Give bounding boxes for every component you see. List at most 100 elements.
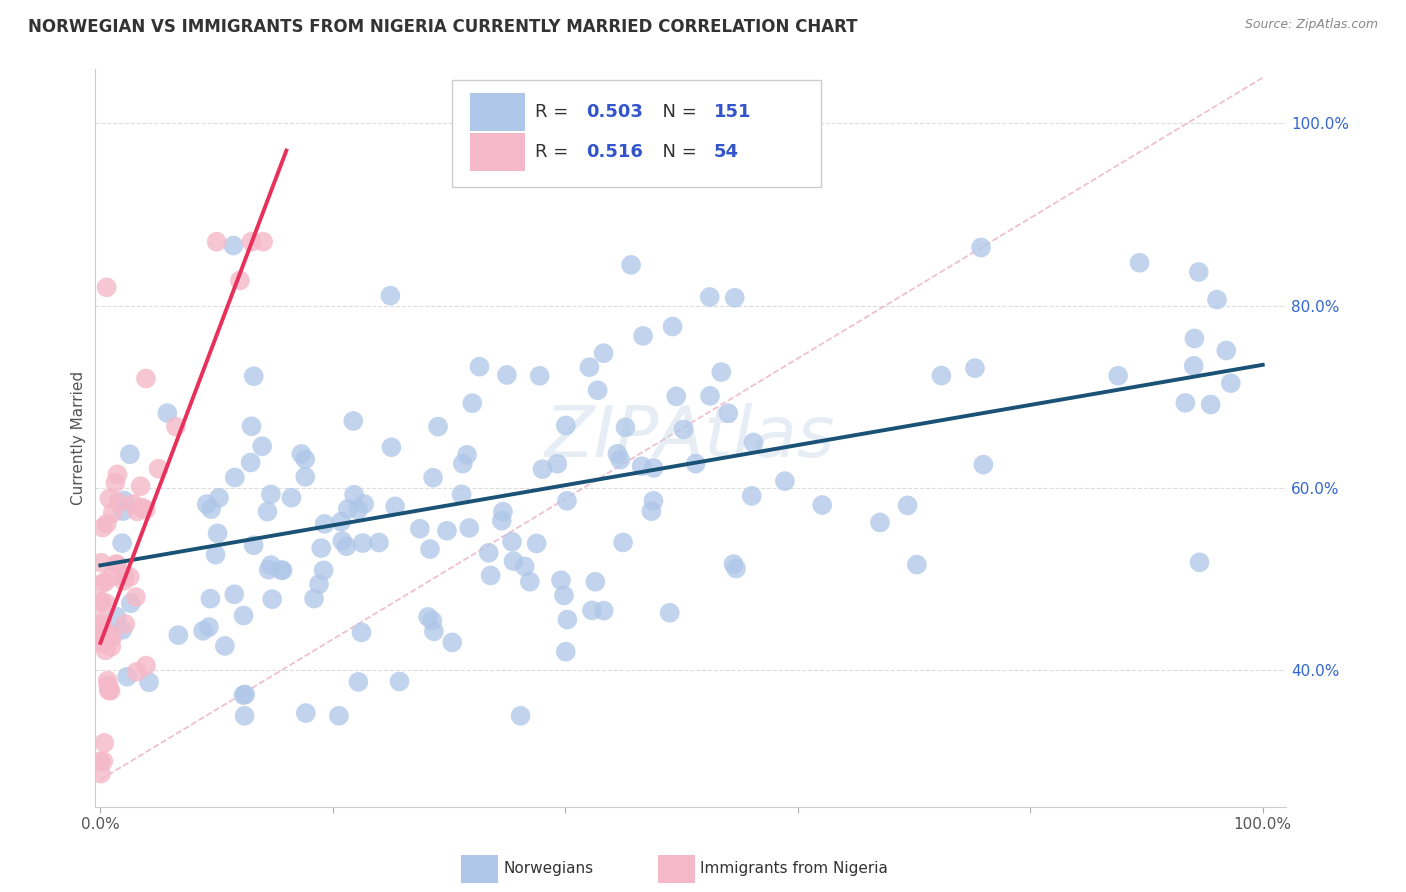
Point bbox=[242, 369, 264, 384]
Point bbox=[90, 577, 112, 591]
Text: 54: 54 bbox=[714, 143, 740, 161]
Point bbox=[352, 536, 374, 550]
Point bbox=[98, 491, 121, 506]
Point bbox=[120, 596, 142, 610]
Point bbox=[131, 500, 153, 515]
Point bbox=[672, 422, 695, 436]
Point bbox=[89, 755, 111, 769]
Point bbox=[90, 627, 112, 641]
Point bbox=[112, 493, 135, 508]
Point bbox=[710, 365, 733, 379]
Point bbox=[138, 675, 160, 690]
Point bbox=[165, 419, 187, 434]
Point bbox=[295, 706, 318, 720]
Point bbox=[869, 516, 891, 530]
Point bbox=[91, 520, 114, 534]
Point bbox=[441, 635, 464, 649]
Point bbox=[280, 491, 302, 505]
Point bbox=[91, 617, 114, 632]
Point bbox=[101, 569, 124, 583]
Point bbox=[519, 574, 541, 589]
Point bbox=[125, 590, 148, 604]
Point bbox=[1199, 397, 1222, 411]
Point bbox=[232, 608, 254, 623]
Point bbox=[436, 524, 458, 538]
Point bbox=[554, 418, 576, 433]
Point bbox=[685, 457, 707, 471]
Point bbox=[586, 384, 609, 398]
Point bbox=[450, 487, 472, 501]
Point bbox=[302, 591, 325, 606]
Point bbox=[112, 574, 135, 588]
Point bbox=[260, 487, 283, 501]
Point bbox=[658, 606, 681, 620]
Point bbox=[105, 557, 128, 571]
Point bbox=[526, 536, 548, 550]
Point bbox=[250, 439, 273, 453]
Text: 151: 151 bbox=[714, 103, 752, 121]
Point bbox=[195, 497, 218, 511]
Point bbox=[111, 536, 134, 550]
Point bbox=[620, 258, 643, 272]
Point bbox=[773, 474, 796, 488]
Point bbox=[416, 610, 439, 624]
Point bbox=[422, 614, 444, 628]
Point bbox=[592, 604, 614, 618]
Point bbox=[260, 558, 283, 572]
Point bbox=[91, 621, 114, 635]
Point bbox=[456, 448, 478, 462]
Point bbox=[112, 504, 135, 518]
Point bbox=[905, 558, 928, 572]
Point bbox=[335, 539, 357, 553]
Point bbox=[581, 603, 603, 617]
Point bbox=[115, 670, 138, 684]
Point bbox=[270, 563, 292, 577]
Point bbox=[308, 577, 330, 591]
Point bbox=[314, 516, 336, 531]
Point bbox=[1206, 293, 1229, 307]
Point bbox=[105, 609, 128, 624]
Point bbox=[1129, 256, 1152, 270]
Point bbox=[111, 623, 134, 637]
Point bbox=[583, 574, 606, 589]
Point bbox=[336, 502, 359, 516]
Point bbox=[222, 238, 245, 252]
Point bbox=[423, 624, 446, 639]
Point bbox=[491, 514, 513, 528]
Point bbox=[699, 389, 721, 403]
Point bbox=[1215, 343, 1237, 358]
Point bbox=[723, 557, 745, 571]
Point bbox=[207, 526, 229, 541]
Point bbox=[451, 457, 474, 471]
Point bbox=[1188, 265, 1211, 279]
Point bbox=[1182, 359, 1205, 373]
Point bbox=[200, 591, 222, 606]
Point bbox=[118, 447, 141, 461]
Point bbox=[742, 435, 765, 450]
Point bbox=[896, 499, 918, 513]
Point bbox=[90, 636, 112, 650]
Point bbox=[125, 665, 148, 679]
Point bbox=[343, 488, 366, 502]
Point bbox=[811, 498, 834, 512]
Text: 0.503: 0.503 bbox=[586, 103, 644, 121]
Point bbox=[97, 627, 120, 641]
Point bbox=[97, 673, 120, 688]
Point bbox=[1174, 396, 1197, 410]
Point bbox=[96, 516, 118, 531]
Point bbox=[661, 319, 683, 334]
Point bbox=[479, 568, 502, 582]
Point bbox=[101, 630, 124, 644]
Point bbox=[262, 592, 284, 607]
Point bbox=[546, 457, 568, 471]
Point bbox=[501, 534, 523, 549]
Point bbox=[1188, 555, 1211, 569]
Point bbox=[89, 595, 111, 609]
Point bbox=[94, 643, 117, 657]
Point bbox=[643, 461, 665, 475]
Text: Immigrants from Nigeria: Immigrants from Nigeria bbox=[700, 862, 889, 876]
Text: Source: ZipAtlas.com: Source: ZipAtlas.com bbox=[1244, 18, 1378, 31]
Point bbox=[312, 563, 335, 577]
Point bbox=[239, 456, 262, 470]
Point bbox=[97, 683, 120, 698]
